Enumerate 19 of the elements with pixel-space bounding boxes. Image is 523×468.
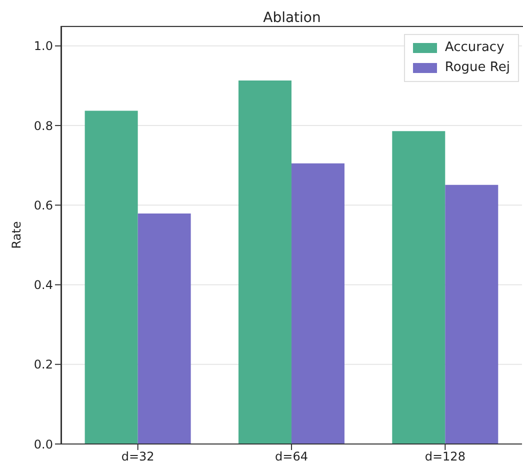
y-tick-label: 0.6 <box>34 198 53 212</box>
bar <box>445 184 498 444</box>
y-tick-label: 0.4 <box>34 278 53 292</box>
bar <box>238 80 292 444</box>
x-tick-label: d=128 <box>424 450 466 464</box>
y-tick-label: 1.0 <box>34 39 53 54</box>
y-tick-label: 0.0 <box>34 437 53 452</box>
y-axis-title: Rate <box>9 221 24 249</box>
x-tick-label: d=32 <box>121 450 154 464</box>
bar <box>291 163 344 444</box>
chart-title: Ablation <box>262 10 322 26</box>
bar <box>138 214 191 444</box>
y-tick-label: 0.8 <box>34 118 53 133</box>
legend-label: Accuracy <box>444 39 504 57</box>
bar <box>84 110 138 444</box>
y-tick-label: 0.2 <box>34 358 53 372</box>
legend-label: Rogue Rej <box>444 59 510 77</box>
x-tick-label: d=64 <box>275 450 308 464</box>
bar <box>392 131 446 444</box>
